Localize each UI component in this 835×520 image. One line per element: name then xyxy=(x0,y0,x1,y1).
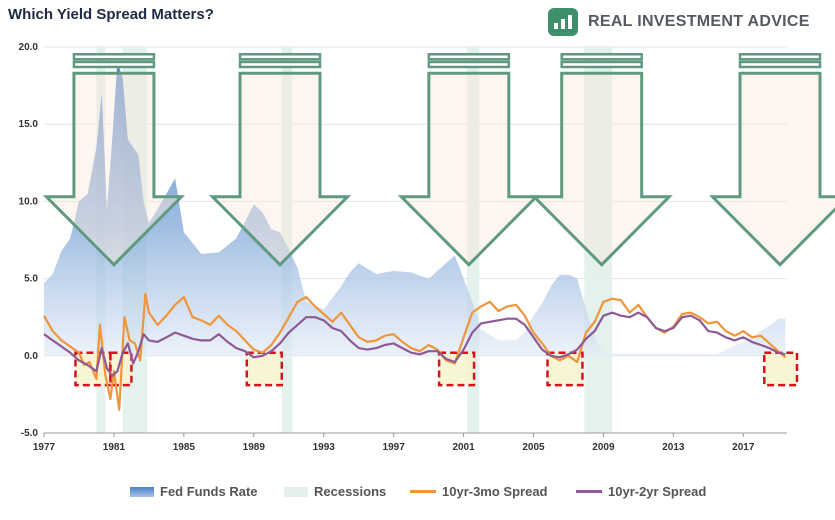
legend-label: 10yr-2yr Spread xyxy=(608,484,707,499)
x-tick-label: 2013 xyxy=(662,442,685,453)
legend-label: Recessions xyxy=(314,484,387,499)
down-arrow-bar xyxy=(427,60,511,69)
down-arrow-bar xyxy=(738,53,822,61)
legend: Fed Funds Rate Recessions 10yr-3mo Sprea… xyxy=(0,478,835,506)
down-arrow-shape xyxy=(530,71,673,267)
line-10yr-2yr xyxy=(43,311,786,377)
chart-title: Which Yield Spread Matters? xyxy=(8,6,214,23)
down-arrow xyxy=(42,53,186,267)
annotation-arrows xyxy=(42,53,835,267)
axes: 20.0 15.0 10.0 5.0 0.0 -5.0 1977 1981 1985 1989 19… xyxy=(19,42,787,453)
down-arrow-shape xyxy=(708,71,835,267)
inversion-box xyxy=(245,351,284,387)
x-tick-label: 1997 xyxy=(383,442,406,453)
rising-bars-logo-icon xyxy=(548,8,578,36)
recession-band xyxy=(584,47,613,433)
legend-label: 10yr-3mo Spread xyxy=(442,484,548,499)
down-arrow xyxy=(708,53,835,267)
down-arrow-bar xyxy=(427,53,511,61)
x-tick-label: 1981 xyxy=(103,442,126,453)
x-tick-label: 2017 xyxy=(732,442,755,453)
inversion-boxes xyxy=(74,351,799,387)
y-tick-label: 20.0 xyxy=(19,42,39,53)
down-arrow xyxy=(208,53,352,267)
x-tick-label: 1977 xyxy=(33,442,56,453)
legend-swatch-fed-funds xyxy=(130,486,154,497)
spread-lines xyxy=(43,292,787,411)
down-arrow-shape xyxy=(42,71,186,267)
brand: REAL INVESTMENT ADVICE xyxy=(548,8,810,36)
fed-funds-area-shape xyxy=(44,62,786,356)
legend-item-10yr-2yr: 10yr-2yr Spread xyxy=(576,484,706,499)
x-tick-label: 1989 xyxy=(243,442,266,453)
down-arrow-bar xyxy=(560,53,643,61)
legend-label: Fed Funds Rate xyxy=(160,484,258,499)
down-arrow xyxy=(530,53,673,267)
brand-name: REAL INVESTMENT ADVICE xyxy=(588,13,810,30)
y-tick-label: 0.0 xyxy=(24,351,38,362)
y-tick-label: 10.0 xyxy=(19,196,39,207)
legend-swatch-10yr-2yr xyxy=(576,490,602,493)
chart: 20.0 15.0 10.0 5.0 0.0 -5.0 1977 1981 1985 1989 19… xyxy=(19,42,835,453)
fed-funds-area xyxy=(44,62,786,356)
down-arrow-bar xyxy=(72,53,156,61)
x-tick-label: 2009 xyxy=(592,442,615,453)
down-arrow-bar xyxy=(238,60,322,69)
down-arrow-bar xyxy=(560,60,643,69)
y-tick-label: 5.0 xyxy=(24,274,38,285)
down-arrow-bar xyxy=(72,60,156,69)
y-tick-label: 15.0 xyxy=(19,119,39,130)
legend-swatch-10yr-3mo xyxy=(410,490,436,493)
down-arrow-shape xyxy=(208,71,352,267)
down-arrow-bar xyxy=(738,60,822,69)
legend-item-10yr-3mo: 10yr-3mo Spread xyxy=(410,484,548,499)
x-tick-label: 2001 xyxy=(452,442,475,453)
legend-item-fed-funds: Fed Funds Rate xyxy=(130,484,258,499)
down-arrow xyxy=(397,53,540,267)
legend-swatch-recessions xyxy=(284,486,308,497)
down-arrow-bar xyxy=(238,53,322,61)
inversion-box xyxy=(763,351,799,387)
x-tick-label: 1985 xyxy=(173,442,196,453)
recession-band xyxy=(281,47,293,433)
y-tick-label: -5.0 xyxy=(21,428,39,439)
legend-item-recessions: Recessions xyxy=(284,484,386,499)
x-tick-label: 1993 xyxy=(313,442,336,453)
down-arrow-shape xyxy=(397,71,540,267)
x-tick-label: 2005 xyxy=(522,442,545,453)
